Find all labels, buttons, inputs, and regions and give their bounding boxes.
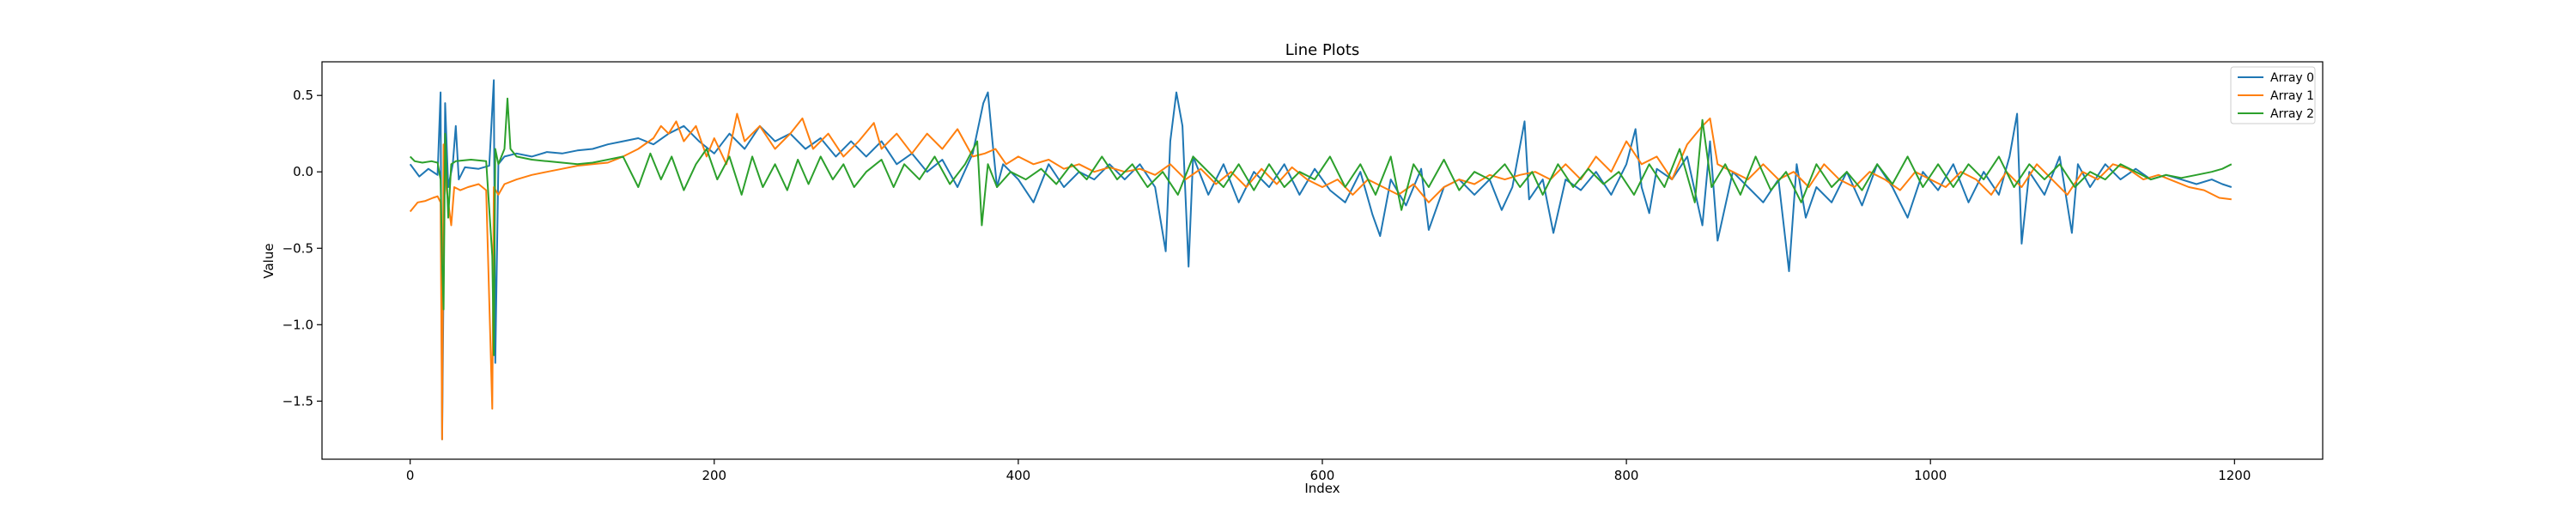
y-tick-label: 0.0 bbox=[293, 164, 313, 179]
series-line-2 bbox=[409, 97, 2233, 356]
x-axis-ticks: 0 200 400 600 800 1000 1200 bbox=[406, 459, 2251, 483]
y-tick-label: 0.5 bbox=[293, 88, 313, 103]
x-tick-label: 0 bbox=[406, 468, 415, 483]
x-tick-label: 800 bbox=[1614, 468, 1639, 483]
x-tick-label: 200 bbox=[702, 468, 726, 483]
series-line-1 bbox=[409, 112, 2232, 440]
legend-box bbox=[2230, 66, 2316, 124]
y-axis-label: Value bbox=[261, 243, 276, 278]
series-lines bbox=[409, 79, 2233, 440]
x-axis-label: Index bbox=[1304, 481, 1340, 496]
x-tick-label: 1200 bbox=[2218, 468, 2251, 483]
legend-label-1: Array 1 bbox=[2270, 89, 2314, 103]
chart-title: Line Plots bbox=[1285, 41, 1360, 59]
y-tick-label: −0.5 bbox=[283, 240, 313, 256]
y-tick-label: −1.0 bbox=[283, 317, 313, 332]
x-tick-label: 1000 bbox=[1914, 468, 1947, 483]
legend-label-2: Array 2 bbox=[2270, 107, 2314, 121]
legend: Array 0 Array 1 Array 2 bbox=[2230, 66, 2316, 124]
y-axis-ticks: −1.5 −1.0 −0.5 0.0 0.5 bbox=[283, 88, 322, 409]
y-tick-label: −1.5 bbox=[283, 393, 313, 409]
x-tick-label: 600 bbox=[1310, 468, 1335, 483]
legend-label-0: Array 0 bbox=[2270, 71, 2314, 85]
x-tick-label: 400 bbox=[1006, 468, 1031, 483]
